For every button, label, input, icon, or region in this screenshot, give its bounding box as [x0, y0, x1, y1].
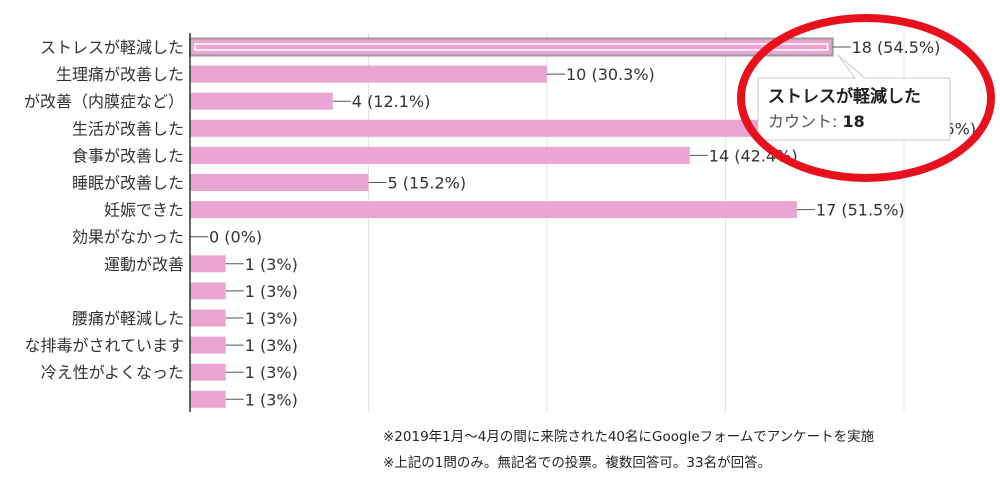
category-label: 生理痛が改善した: [56, 65, 184, 84]
category-label: 妊娠できた: [104, 201, 184, 220]
bar[interactable]: [190, 174, 369, 191]
category-label: 生活が改善した: [72, 119, 184, 138]
bar[interactable]: [190, 309, 226, 327]
category-label: ストレスが軽減した: [40, 38, 184, 57]
bar[interactable]: [190, 119, 869, 137]
bar[interactable]: [190, 255, 226, 273]
category-label: 効果がなかった: [72, 228, 184, 247]
tooltip: ストレスが軽減した カウント: 18: [757, 54, 951, 141]
value-label: 0 (0%): [209, 228, 262, 247]
bar[interactable]: [190, 65, 547, 83]
category-label: 運動が改善: [104, 255, 184, 274]
category-label: が改善（内膜症など）: [24, 92, 184, 111]
bar[interactable]: [190, 336, 226, 354]
value-label: 1 (3%): [245, 282, 298, 301]
tooltip-count-label: カウント:: [768, 112, 837, 131]
bar-highlight-outline: [194, 43, 829, 51]
footnote-1: ※2019年1月～4月の間に来院された40名にGoogleフォームでアンケートを…: [383, 429, 875, 445]
category-label: 食事が改善した: [72, 146, 184, 165]
category-label: な排毒がされています: [24, 336, 184, 355]
category-label: 冷え性がよくなった: [41, 363, 184, 382]
value-label: 17 (51.5%): [816, 201, 905, 220]
value-label: 1 (3%): [245, 390, 298, 409]
bar[interactable]: [190, 363, 226, 381]
value-label: 18 (54.5%): [852, 38, 941, 57]
bar[interactable]: [190, 201, 797, 219]
value-label: 1 (3%): [245, 309, 298, 328]
svg-text:カウント: 18: カウント: 18: [768, 112, 865, 131]
bar[interactable]: [190, 390, 226, 408]
category-label: 睡眠が改善した: [72, 174, 184, 193]
category-label: 腰痛が軽減した: [72, 309, 184, 328]
bar[interactable]: [190, 92, 333, 110]
footnote-2: ※上記の1問のみ。無記名での投票。複数回答可。33名が回答。: [383, 455, 772, 471]
highlight-circle-annotation: [737, 14, 995, 182]
value-label: 10 (30.3%): [566, 65, 655, 84]
bar[interactable]: [189, 37, 834, 57]
value-label: 4 (12.1%): [352, 92, 431, 111]
value-label: 1 (3%): [245, 336, 298, 355]
value-label: 1 (3%): [245, 363, 298, 382]
value-label: 1 (3%): [245, 255, 298, 274]
bar[interactable]: [190, 282, 226, 300]
tooltip-count-value: 18: [843, 112, 865, 131]
value-label: 5 (15.2%): [388, 174, 467, 193]
bar[interactable]: [190, 146, 690, 164]
tooltip-title: ストレスが軽減した: [768, 86, 921, 107]
